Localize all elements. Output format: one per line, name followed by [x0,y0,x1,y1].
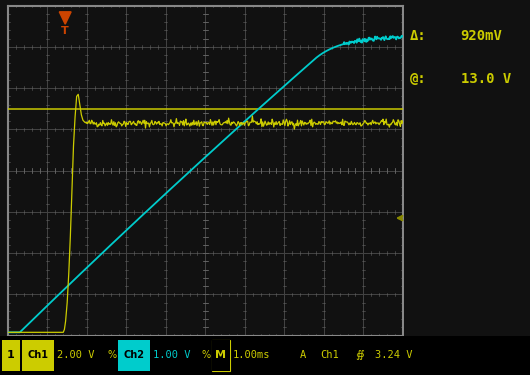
Bar [212,340,230,371]
Text: T: T [61,26,69,36]
Text: 920mV: 920mV [461,29,502,43]
Bar [118,340,150,371]
Text: %: % [107,350,116,360]
Text: 2.00 V: 2.00 V [57,350,94,360]
Text: Ch2: Ch2 [123,350,145,360]
Text: Ch1: Ch1 [28,350,49,360]
Text: 1.00ms: 1.00ms [233,350,270,360]
Text: 1.00 V: 1.00 V [153,350,190,360]
Bar [212,340,230,371]
Text: Δ:: Δ: [410,29,427,43]
Text: @:: @: [410,72,427,86]
Bar [22,340,54,371]
Text: A: A [300,350,306,360]
Text: 3.24 V: 3.24 V [375,350,412,360]
Text: M: M [216,350,226,360]
Text: ∯: ∯ [355,350,364,360]
Text: 13.0 V: 13.0 V [461,72,511,86]
Text: Ch1: Ch1 [320,350,339,360]
Bar [2,340,20,371]
Text: %: % [202,350,211,360]
Text: 1: 1 [7,350,15,360]
Polygon shape [59,12,71,24]
